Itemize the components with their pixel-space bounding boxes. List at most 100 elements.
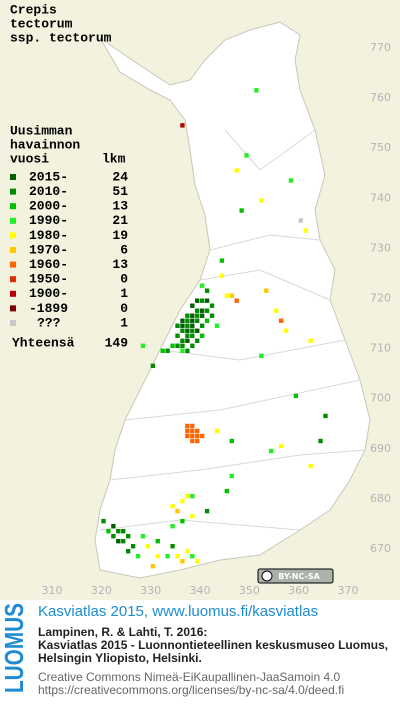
grid-cell [274, 308, 279, 313]
grid-cell [224, 293, 229, 298]
grid-cell [214, 428, 220, 434]
grid-cell [170, 543, 175, 549]
citation: Lampinen, R. & Lahti, T. 2016:Kasviatlas… [38, 625, 388, 665]
grid-cell [126, 533, 131, 539]
grid-cell [185, 549, 190, 554]
x-tick-label: 340 [190, 584, 211, 597]
y-tick-label: 670 [370, 542, 391, 555]
grid-cell [190, 433, 195, 439]
grid-cell [180, 348, 185, 354]
legend-label: 2015- [29, 169, 68, 184]
grid-cell [190, 313, 195, 318]
legend-count: 21 [112, 213, 128, 228]
legend-count: 13 [112, 257, 128, 272]
grid-cell [323, 413, 328, 419]
grid-cell [180, 338, 185, 343]
legend-count: 0 [120, 301, 128, 316]
grid-cell [185, 428, 190, 434]
legend-label: 1950- [29, 272, 68, 287]
grid-cell [126, 549, 131, 554]
grid-cell [190, 493, 195, 499]
y-tick-label: 710 [370, 342, 391, 355]
citation-line: Kasviatlas 2015 - Luonnontieteellinen ke… [38, 638, 388, 652]
citation-line: Helsingin Yliopisto, Helsinki. [38, 651, 202, 665]
grid-cell [121, 528, 126, 534]
grid-cell [278, 318, 284, 323]
grid-cell [180, 518, 185, 524]
grid-cell [200, 308, 205, 313]
grid-cell [180, 328, 185, 333]
grid-cell [180, 559, 185, 564]
grid-cell [130, 543, 136, 549]
legend-label: 1970- [29, 242, 68, 257]
grid-cell [200, 323, 205, 328]
grid-cell [160, 348, 165, 354]
grid-cell [303, 228, 308, 233]
site-link[interactable]: Kasviatlas 2015, www.luomus.fi/kasviatla… [38, 603, 318, 620]
grid-cell [175, 508, 180, 514]
grid-cell [190, 513, 195, 519]
license-line: https://creativecommons.org/licenses/by-… [38, 683, 344, 697]
grid-cell [229, 438, 234, 444]
grid-cell [185, 433, 190, 439]
legend-label: 1990- [29, 213, 68, 228]
grid-cell [145, 543, 151, 549]
legend-swatch [10, 305, 16, 312]
legend-count: 19 [112, 228, 128, 243]
grid-cell [140, 343, 146, 348]
grid-cell [175, 333, 180, 338]
grid-cell [229, 293, 234, 298]
grid-cell [170, 503, 175, 509]
region-borders [99, 129, 366, 531]
grid-cell [165, 348, 170, 354]
grid-cell [200, 433, 205, 439]
grid-cell [106, 528, 111, 534]
grid-cell [200, 298, 205, 303]
legend-label: 1980- [29, 228, 68, 243]
title-line: tectorum [10, 16, 73, 31]
legend-label: -1899 [29, 301, 68, 316]
grid-cell [293, 393, 299, 399]
x-tick-label: 350 [239, 584, 260, 597]
grid-cell [209, 313, 215, 318]
grid-cell [204, 298, 210, 303]
legend-label: 1900- [29, 286, 68, 301]
grid-cell [254, 88, 259, 93]
grid-cell [190, 328, 195, 333]
legend-swatch [10, 174, 16, 180]
legend-count: 1 [120, 315, 128, 330]
grid-cell [269, 448, 274, 454]
x-tick-label: 310 [42, 584, 63, 597]
grid-cell [234, 168, 239, 173]
grid-cell [318, 438, 323, 444]
citation-line: Lampinen, R. & Lahti, T. 2016: [38, 625, 207, 639]
grid-cell [190, 438, 195, 444]
grid-cell [204, 288, 210, 293]
grid-cell [195, 308, 200, 313]
grid-cell [195, 438, 200, 444]
y-tick-label: 750 [370, 141, 391, 154]
grid-cell [185, 423, 190, 429]
x-tick-label: 320 [91, 584, 112, 597]
grid-cell [185, 318, 190, 323]
grid-cell [165, 554, 170, 559]
grid-cell [185, 338, 190, 343]
legend-count: 51 [112, 184, 128, 199]
legend-swatch [10, 276, 16, 283]
cells-layer [101, 88, 328, 569]
grid-cell [195, 559, 200, 564]
cc-icon [261, 570, 273, 582]
grid-cell [195, 433, 200, 439]
grid-cell [219, 273, 225, 278]
grid-cell [150, 564, 155, 569]
grid-cell [195, 318, 200, 323]
legend-count: 6 [120, 242, 128, 257]
grid-cell [219, 258, 225, 263]
grid-cell [185, 323, 190, 328]
grid-cell [264, 288, 269, 293]
grid-cell [185, 333, 190, 338]
legend-total: 149 [105, 335, 129, 350]
logo: LUOMUS [0, 603, 29, 693]
